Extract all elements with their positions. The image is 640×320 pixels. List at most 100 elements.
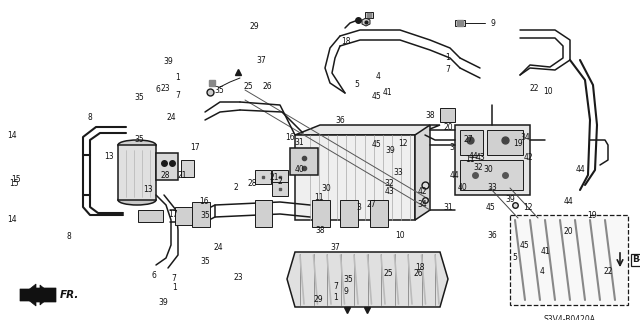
Text: 23: 23 [160, 84, 170, 93]
Text: 27: 27 [366, 200, 376, 209]
Text: 29: 29 [250, 22, 260, 31]
Text: 44: 44 [468, 152, 479, 161]
Text: 35: 35 [134, 93, 145, 102]
Text: 37: 37 [256, 56, 266, 65]
Text: 1: 1 [172, 284, 177, 292]
Text: 21: 21 [178, 171, 187, 180]
Text: 43: 43 [475, 154, 485, 163]
Text: 45: 45 [371, 140, 381, 149]
Text: 10: 10 [543, 87, 553, 97]
Polygon shape [138, 210, 163, 222]
Text: 18: 18 [415, 263, 425, 273]
Polygon shape [415, 125, 430, 220]
Text: 39: 39 [158, 298, 168, 307]
Text: 25: 25 [243, 82, 253, 91]
Text: 14: 14 [7, 131, 17, 140]
Polygon shape [312, 200, 330, 227]
Text: 45: 45 [520, 241, 530, 250]
Polygon shape [255, 200, 272, 227]
Ellipse shape [118, 140, 156, 150]
Text: 7: 7 [175, 92, 180, 100]
Text: 18: 18 [341, 37, 350, 46]
Text: 35: 35 [214, 86, 224, 95]
Text: 1: 1 [333, 293, 339, 302]
Polygon shape [362, 18, 370, 26]
Text: 32: 32 [473, 164, 483, 172]
Text: 3: 3 [449, 143, 454, 153]
Text: 35: 35 [200, 258, 210, 267]
Text: 11: 11 [465, 156, 475, 164]
Text: FR.: FR. [60, 290, 79, 300]
Text: 7: 7 [333, 282, 339, 291]
Text: 29: 29 [313, 295, 323, 305]
Polygon shape [272, 182, 288, 196]
Text: 23: 23 [233, 274, 243, 283]
Polygon shape [440, 108, 455, 122]
Text: 40: 40 [457, 183, 467, 193]
Text: 33: 33 [487, 183, 497, 193]
Text: S3V4-B0420A: S3V4-B0420A [543, 315, 595, 320]
Text: 41: 41 [540, 247, 550, 257]
Text: 39: 39 [385, 146, 396, 155]
Polygon shape [295, 125, 440, 135]
Text: 17: 17 [190, 143, 200, 153]
Polygon shape [20, 285, 52, 305]
Text: 24: 24 [213, 244, 223, 252]
Text: 4: 4 [375, 72, 380, 81]
Polygon shape [455, 125, 530, 195]
Text: 1: 1 [175, 74, 180, 83]
Text: 32: 32 [384, 180, 394, 188]
Text: 42: 42 [417, 188, 428, 196]
Text: 38: 38 [425, 111, 435, 121]
Polygon shape [455, 20, 465, 26]
Text: 37: 37 [330, 244, 340, 252]
Text: 15: 15 [11, 175, 21, 184]
Text: 25: 25 [383, 269, 393, 278]
Text: B-4: B-4 [632, 255, 640, 265]
Text: 43: 43 [384, 188, 394, 196]
Text: 2: 2 [278, 178, 282, 187]
Text: 41: 41 [382, 88, 392, 97]
Text: 24: 24 [166, 113, 177, 122]
Text: 34: 34 [417, 200, 428, 209]
Text: 22: 22 [530, 84, 539, 93]
Text: 7: 7 [172, 274, 177, 283]
Text: 16: 16 [198, 197, 209, 206]
Polygon shape [255, 170, 271, 184]
Text: 28: 28 [247, 179, 257, 188]
Polygon shape [487, 130, 523, 155]
Text: 44: 44 [449, 171, 460, 180]
Polygon shape [460, 130, 483, 155]
Polygon shape [118, 145, 156, 200]
Text: 20: 20 [443, 123, 453, 132]
Polygon shape [287, 252, 448, 307]
Text: 45: 45 [485, 204, 495, 212]
Text: 19: 19 [587, 211, 597, 220]
Ellipse shape [118, 195, 156, 205]
Text: 10: 10 [395, 231, 405, 240]
Polygon shape [272, 170, 288, 184]
Text: 35: 35 [200, 211, 210, 220]
Text: 36: 36 [487, 230, 497, 239]
Polygon shape [156, 153, 178, 180]
Text: 4: 4 [540, 268, 545, 276]
Bar [510, 215, 628, 305]
Text: 8: 8 [88, 114, 92, 123]
Polygon shape [340, 200, 358, 227]
Text: 38: 38 [315, 226, 325, 235]
Text: 40: 40 [294, 165, 305, 174]
Text: 5: 5 [355, 80, 360, 89]
Text: 17: 17 [168, 210, 178, 219]
Text: 34: 34 [520, 133, 530, 142]
Text: 12: 12 [399, 140, 408, 148]
Text: 21: 21 [269, 173, 279, 182]
Text: 9: 9 [491, 19, 495, 28]
Polygon shape [370, 200, 388, 227]
Text: 1: 1 [445, 53, 451, 62]
Text: 8: 8 [67, 232, 72, 241]
Text: 22: 22 [604, 268, 612, 276]
Text: 15: 15 [9, 179, 19, 188]
Text: 13: 13 [143, 186, 153, 195]
Text: 6: 6 [156, 85, 161, 94]
Polygon shape [181, 160, 194, 177]
